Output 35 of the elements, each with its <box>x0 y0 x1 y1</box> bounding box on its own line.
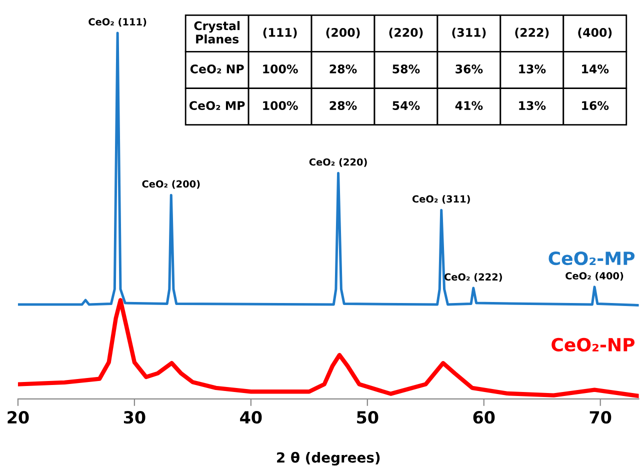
annotation: CeO₂ (200) <box>142 180 200 189</box>
x-tick-label: 20 <box>8 411 29 424</box>
annotation: CeO₂ (220) <box>309 158 367 167</box>
x-axis-title: 2 θ (degrees) <box>277 452 380 466</box>
annotation: 28% <box>330 101 357 110</box>
annotation: (400) <box>578 28 612 38</box>
annotation: Crystal Planes <box>194 21 240 44</box>
annotation: (222) <box>515 28 549 38</box>
annotation: 13% <box>519 101 546 110</box>
annotation: (111) <box>263 28 297 38</box>
annotation: (311) <box>452 28 486 38</box>
series-label: CeO₂-MP <box>548 251 635 266</box>
annotation: 16% <box>582 101 609 110</box>
annotation: 100% <box>263 64 298 74</box>
annotation: 13% <box>519 64 546 74</box>
annotation: CeO₂ (111) <box>88 18 146 27</box>
x-tick-label: 60 <box>473 411 495 424</box>
annotation: 36% <box>456 64 483 74</box>
annotation: 28% <box>330 64 357 74</box>
x-tick-label: 40 <box>240 411 262 424</box>
annotation: 58% <box>392 64 420 74</box>
x-tick-label: 70 <box>590 411 612 424</box>
annotation: 100% <box>263 101 298 110</box>
annotation: (200) <box>326 28 360 38</box>
x-tick-label: 50 <box>357 411 378 424</box>
annotation: CeO₂ NP <box>190 64 244 74</box>
annotation: (220) <box>389 28 423 38</box>
annotation: 54% <box>392 101 420 110</box>
annotation: 14% <box>582 64 609 74</box>
text: CeO₂-NP <box>552 338 635 352</box>
annotation: CeO₂ MP <box>189 101 245 110</box>
x-tick-label: 30 <box>124 411 146 424</box>
annotation: CeO₂ (400) <box>566 272 624 281</box>
annotation: 41% <box>455 101 483 110</box>
annotation: CeO₂ (311) <box>412 195 470 204</box>
